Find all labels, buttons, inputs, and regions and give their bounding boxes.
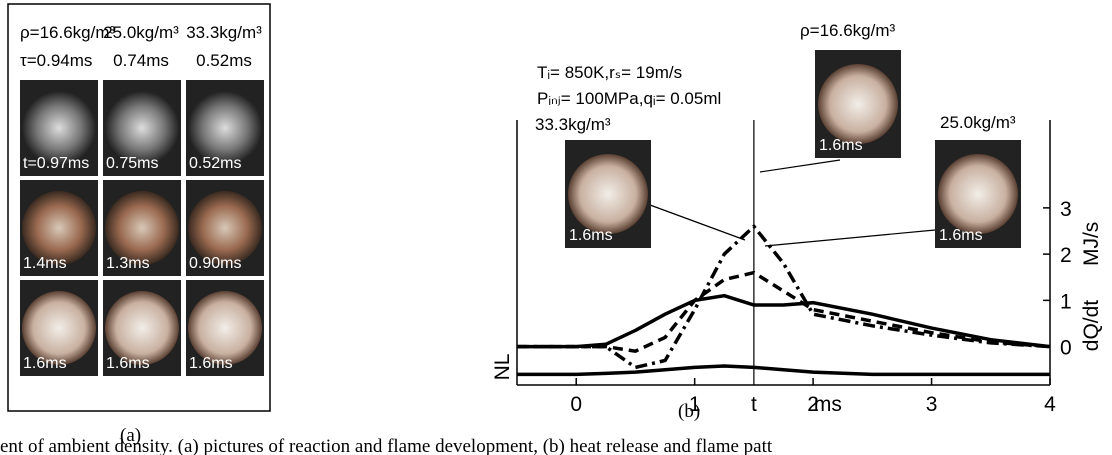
condition: Tᵢ= 850K,rₛ= 19m/s bbox=[537, 63, 682, 82]
y-tick-label: 3 bbox=[1060, 198, 1072, 221]
photo-chamber bbox=[105, 191, 179, 265]
caption: ent of ambient density. (a) pictures of … bbox=[0, 436, 773, 455]
density-label: 25.0kg/m³ bbox=[103, 23, 179, 42]
inset-chamber bbox=[938, 154, 1018, 234]
time-label: 1.6ms bbox=[23, 355, 67, 372]
y-tick-label: 2 bbox=[1060, 244, 1072, 267]
inset-time: 1.6ms bbox=[939, 227, 983, 244]
density-label: ρ=16.6kg/m³ bbox=[20, 23, 116, 42]
photo-chamber bbox=[105, 91, 179, 165]
photo-chamber bbox=[22, 91, 96, 165]
series-label: NL bbox=[491, 354, 514, 381]
photo-chamber bbox=[22, 291, 96, 365]
inset-label: 33.3kg/m³ bbox=[535, 115, 611, 134]
x-tick-label: 0 bbox=[570, 393, 582, 416]
y-tick-label: 1 bbox=[1060, 290, 1072, 313]
series-line bbox=[517, 366, 1050, 374]
tau-label: 0.52ms bbox=[196, 51, 252, 70]
photo-chamber bbox=[188, 191, 262, 265]
photo-chamber bbox=[22, 191, 96, 265]
time-label: 0.52ms bbox=[189, 155, 241, 172]
time-label: 1.4ms bbox=[23, 255, 67, 272]
time-label: 1.3ms bbox=[106, 255, 150, 272]
x-unit: ms bbox=[814, 393, 842, 416]
photo-chamber bbox=[105, 291, 179, 365]
y2-label: dQ/dt MJ/s bbox=[1080, 222, 1103, 352]
inset-chamber bbox=[568, 154, 648, 234]
photo-chamber bbox=[188, 91, 262, 165]
time-label: 1.6ms bbox=[189, 355, 233, 372]
density-label: 33.3kg/m³ bbox=[186, 23, 262, 42]
y-tick-label: 0 bbox=[1060, 337, 1072, 360]
x-label: t bbox=[751, 393, 757, 416]
inset-label: ρ=16.6kg/m³ bbox=[800, 21, 896, 40]
figure: ρ=16.6kg/m³ τ=0.94ms 25.0kg/m³ 0.74ms 33.3kg… bbox=[0, 0, 1112, 455]
connector bbox=[760, 160, 840, 172]
inset-time: 1.6ms bbox=[569, 227, 613, 244]
time-label: t=0.97ms bbox=[23, 155, 89, 172]
inset-time: 1.6ms bbox=[819, 137, 863, 154]
panel-a: ρ=16.6kg/m³ τ=0.94ms 25.0kg/m³ 0.74ms 33.3kg… bbox=[20, 23, 264, 446]
tau-label: τ=0.94ms bbox=[20, 51, 92, 70]
photo-chamber bbox=[188, 291, 262, 365]
panel-label: (b) bbox=[678, 401, 700, 422]
inset-chamber bbox=[818, 64, 898, 144]
condition: Pᵢₙⱼ= 100MPa,qᵢ= 0.05ml bbox=[537, 89, 721, 108]
tau-label: 0.74ms bbox=[113, 51, 169, 70]
inset-label: 25.0kg/m³ bbox=[940, 113, 1016, 132]
time-label: 0.90ms bbox=[189, 255, 241, 272]
connector bbox=[765, 230, 935, 246]
x-tick-label: 4 bbox=[1044, 393, 1056, 416]
time-label: 0.75ms bbox=[106, 155, 158, 172]
time-label: 1.6ms bbox=[106, 355, 150, 372]
x-tick-label: 3 bbox=[926, 393, 938, 416]
connector bbox=[650, 205, 745, 240]
